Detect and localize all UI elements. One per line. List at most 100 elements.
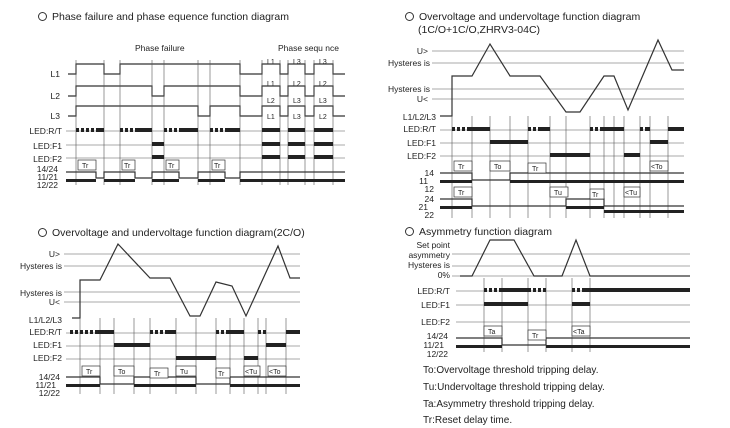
asym-led-rt: [484, 288, 690, 292]
ovuv2-delay-box: Tr: [149, 367, 169, 379]
phase-relay-bar: [198, 179, 225, 182]
bullet-icon: [405, 226, 414, 236]
phase-row-led-f1: LED:F1: [33, 141, 62, 151]
seq-label: L2: [267, 98, 275, 105]
ovuv1-delay-box: Tr: [453, 160, 473, 172]
ovuv2-relay-bar: [66, 384, 100, 387]
svg-text:Tr: Tr: [82, 163, 89, 170]
asym-level-asymmetry: asymmetry: [408, 250, 450, 260]
ovuv1-relay1-wave: [440, 172, 684, 181]
phase-diagram-title: Phase failure and phase equence function…: [38, 11, 289, 23]
ovuv1-relay2-bar: [566, 206, 604, 209]
seq-label: L2: [319, 114, 327, 121]
ovuv2-row-12-22: 12/22: [38, 388, 60, 398]
asym-delay-box: Tr: [527, 329, 547, 341]
asym-delay-box: Ta: [483, 325, 503, 337]
phase-led-f1: [262, 142, 280, 146]
asym-led-f1: [484, 302, 528, 306]
ovuv2-voltage-curve: [72, 242, 300, 319]
ovuv1-level-u-over: U>: [416, 46, 428, 56]
asym-delay-box: <Ta: [571, 325, 591, 337]
phase-tr-box: Tr: [165, 159, 180, 171]
phase-led-f1: [288, 142, 305, 146]
asym-curve: [460, 238, 690, 277]
legend-to: To:Overvoltage threshold tripping delay.: [423, 365, 599, 376]
bullet-icon: [38, 227, 47, 237]
ovuv1-relay1-bar: [440, 180, 472, 183]
phase-led-f2: [288, 155, 305, 159]
svg-text:Tr: Tr: [86, 369, 93, 376]
ovuv1-level-u-under: U<: [416, 94, 428, 104]
svg-text:Tr: Tr: [532, 166, 539, 173]
ovuv1-row-12: 12: [424, 184, 434, 194]
seq-label: L3: [293, 59, 301, 66]
ovuv1-row-11: 11: [419, 176, 428, 186]
ovuv2-relay-wave: [66, 376, 300, 385]
ovuv1-relay2-bar: [440, 206, 472, 209]
ovuv1-delay-box: <To: [649, 160, 669, 172]
svg-text:<Ta: <Ta: [573, 329, 585, 336]
seq-label: L3: [293, 114, 301, 121]
svg-text:Tu: Tu: [180, 369, 188, 376]
phase-led-f2: [152, 155, 164, 159]
ovuv1-row-24: 24: [424, 194, 434, 204]
ovuv1-relay1-bar: [510, 180, 684, 183]
asym-diagram-title: Asymmetry function diagram: [405, 226, 552, 238]
phase-led-f1: [152, 142, 164, 146]
phase-relay-bar: [66, 179, 96, 182]
phase-relay-bar: [152, 179, 179, 182]
ovuv1-level-hyst-top: Hysteres is: [387, 58, 430, 68]
ovuv1-row-led-rt: LED:R/T: [403, 124, 436, 134]
phase-failure-label: Phase failure: [135, 43, 185, 53]
asym-level-setpoint: Set point: [416, 240, 450, 250]
asym-row-led-f1: LED:F1: [421, 300, 450, 310]
ovuv1-row-14: 14: [424, 168, 434, 178]
phase-row-11-21: 11/21: [37, 172, 58, 182]
svg-text:To: To: [118, 369, 126, 376]
ovuv1-row-21: 21: [418, 202, 428, 212]
svg-text:Tr: Tr: [124, 163, 131, 170]
svg-text:Tu: Tu: [554, 190, 562, 197]
asym-row-11-21: 11/21: [423, 340, 444, 350]
phase-row-l1: L1: [50, 69, 60, 79]
phase-relay-wave: [66, 171, 345, 179]
asym-row-lines: [456, 290, 690, 323]
ovuv1-row-l123: L1/L2/L3: [402, 112, 436, 122]
phase-sequence-label: Phase sequ nce: [278, 43, 339, 53]
ovuv2-level-hyst-bot: Hysteres is: [19, 288, 62, 298]
ovuv1-relay2-bar: [604, 210, 684, 213]
legend-tu: Tu:Undervoltage threshold tripping delay…: [423, 382, 605, 393]
asym-row-14-24: 14/24: [426, 331, 448, 341]
ovuv1-led-f2: [624, 153, 640, 157]
ovuv2-delay-box: <Tu: [243, 365, 261, 377]
phase-relay-bar: [104, 179, 135, 182]
ovuv2-relay-bar: [230, 384, 300, 387]
legend-tr: Tr:Reset delay time.: [423, 415, 513, 426]
phase-grid: [75, 60, 334, 185]
ovuv1-relay2-wave: [440, 198, 684, 207]
ovuv2-row-14-24: 14/24: [38, 372, 60, 382]
ovuv1-delay-box: Tu: [549, 186, 569, 198]
ovuv2-led-f2: [244, 356, 258, 360]
ovuv1-led-f1: [490, 140, 528, 144]
svg-text:Tr: Tr: [458, 190, 465, 197]
phase-led-f2: [314, 155, 333, 159]
phase-row-12-22: 12/22: [36, 180, 58, 190]
phase-l2-wave: [68, 85, 345, 97]
asym-relay-bar: [456, 345, 502, 348]
asym-level-zero: 0%: [437, 270, 450, 280]
phase-row-led-rt: LED:R/T: [29, 126, 62, 136]
asym-row-12-22: 12/22: [426, 349, 448, 359]
ovuv1-row-lines: [440, 129, 684, 157]
ovuv1-delay-box: Tr: [527, 162, 547, 174]
ovuv2-led-f1: [266, 343, 286, 347]
asym-waveforms: Ta Tr <Ta: [452, 238, 690, 352]
phase-led-f2: [262, 155, 280, 159]
svg-text:Tr: Tr: [458, 164, 465, 171]
phase-tr-box: Tr: [77, 159, 97, 171]
ovuv2-led-f2: [176, 356, 216, 360]
ovuv1-delay-box: <Tu: [623, 186, 641, 198]
asym-led-f1: [572, 302, 590, 306]
ovuv1-waveforms: Tr To Tr Tu Tr <Tu <To Tr: [432, 38, 684, 218]
seq-label: L1: [267, 81, 275, 88]
